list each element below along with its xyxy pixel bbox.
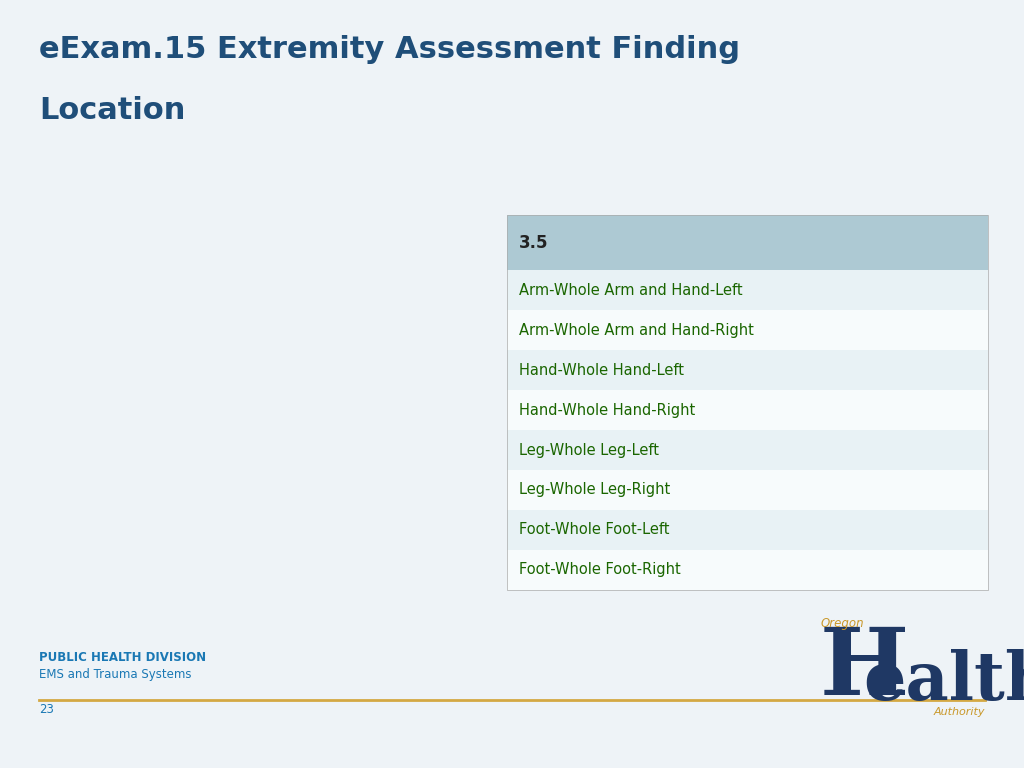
Text: PUBLIC HEALTH DIVISION: PUBLIC HEALTH DIVISION	[39, 651, 206, 664]
FancyBboxPatch shape	[507, 390, 988, 430]
Text: EMS and Trauma Systems: EMS and Trauma Systems	[39, 668, 191, 681]
Text: Authority: Authority	[934, 707, 985, 717]
Text: Foot-Whole Foot-Left: Foot-Whole Foot-Left	[519, 522, 670, 538]
Text: ealth: ealth	[863, 649, 1024, 714]
Text: Hand-Whole Hand-Right: Hand-Whole Hand-Right	[519, 402, 695, 418]
Text: Leg-Whole Leg-Right: Leg-Whole Leg-Right	[519, 482, 671, 498]
Text: Leg-Whole Leg-Left: Leg-Whole Leg-Left	[519, 442, 659, 458]
Text: 3.5: 3.5	[519, 233, 549, 252]
FancyBboxPatch shape	[507, 215, 988, 270]
Text: Arm-Whole Arm and Hand-Right: Arm-Whole Arm and Hand-Right	[519, 323, 754, 338]
Text: Arm-Whole Arm and Hand-Left: Arm-Whole Arm and Hand-Left	[519, 283, 742, 298]
Text: Location: Location	[39, 96, 185, 125]
FancyBboxPatch shape	[507, 470, 988, 510]
FancyBboxPatch shape	[507, 270, 988, 310]
Text: Foot-Whole Foot-Right: Foot-Whole Foot-Right	[519, 562, 681, 578]
Text: 23: 23	[39, 703, 54, 716]
FancyBboxPatch shape	[507, 430, 988, 470]
FancyBboxPatch shape	[507, 310, 988, 350]
Text: Oregon: Oregon	[821, 617, 864, 630]
FancyBboxPatch shape	[507, 510, 988, 550]
Text: eExam.15 Extremity Assessment Finding: eExam.15 Extremity Assessment Finding	[39, 35, 740, 64]
Text: Hand-Whole Hand-Left: Hand-Whole Hand-Left	[519, 362, 684, 378]
FancyBboxPatch shape	[507, 550, 988, 590]
FancyBboxPatch shape	[507, 350, 988, 390]
Text: H: H	[819, 624, 908, 714]
